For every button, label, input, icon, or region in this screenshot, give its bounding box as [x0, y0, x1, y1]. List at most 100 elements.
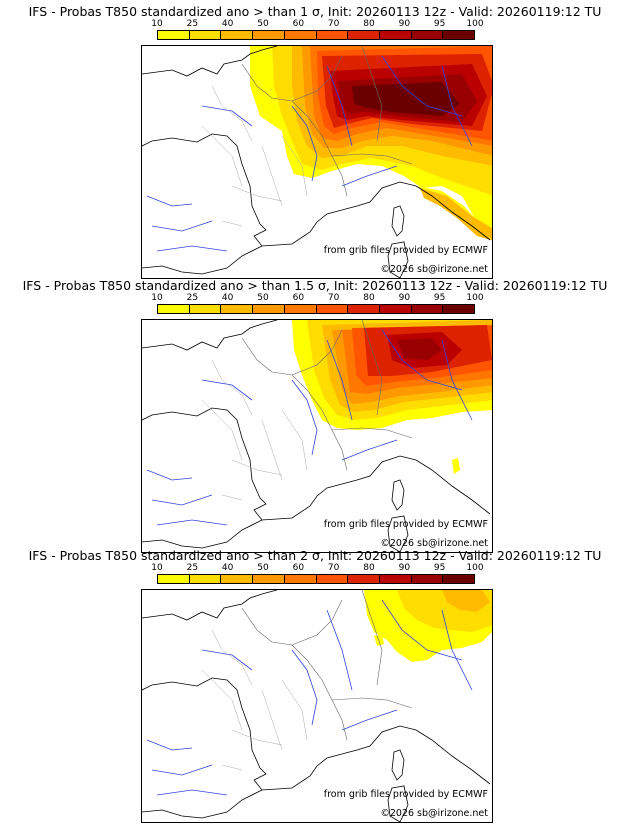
coastline-spain: [142, 789, 263, 819]
colorbar-swatch: [411, 31, 444, 39]
colorbar-tick-label: 90: [398, 563, 411, 573]
coastline: [142, 46, 491, 247]
colorbar-ticks: 10 25 40 50 60 70 80 90 95 100: [151, 293, 483, 303]
colorbar-tick-label: 90: [398, 293, 411, 303]
colorbar-swatch: [221, 31, 254, 39]
corsica-outline: [391, 749, 405, 781]
sardinia-outline: [387, 785, 409, 822]
colorbar-swatch: [189, 575, 222, 583]
source-note: from grib files provided by ECMWF: [323, 519, 488, 530]
colorbar-tick-label: 50: [257, 19, 269, 29]
copyright: ©2026 sb@irizone.net: [380, 538, 488, 549]
map-panel-2: IFS - Probas T850 standardized ano > tha…: [0, 278, 630, 554]
colorbar-tick-label: 100: [466, 293, 484, 303]
colorbar-legend: [157, 30, 475, 40]
colorbar-tick-label: 95: [433, 293, 446, 303]
colorbar-swatch: [253, 31, 285, 39]
colorbar-swatch: [443, 575, 475, 583]
colorbar-tick-label: 70: [327, 19, 340, 29]
prob-zone-10b: [374, 634, 384, 646]
colorbar-tick-label: 80: [363, 563, 375, 573]
colorbar-swatch: [316, 31, 349, 39]
panel-title: IFS - Probas T850 standardized ano > tha…: [28, 4, 602, 19]
colorbar-tick-label: 50: [257, 563, 269, 573]
probability-map[interactable]: from grib files provided by ECMWF ©2026 …: [141, 319, 493, 553]
source-note: from grib files provided by ECMWF: [323, 789, 488, 800]
sardinia-outline: [387, 241, 409, 278]
borders: [241, 590, 413, 741]
prob-zone-95: [397, 338, 442, 360]
map-canvas: [142, 590, 492, 822]
colorbar-tick-label: 95: [433, 563, 446, 573]
colorbar-swatch: [253, 575, 285, 583]
corsica-outline: [391, 479, 405, 511]
colorbar-ticks: 10 25 40 50 60 70 80 90 95 100: [151, 563, 483, 573]
colorbar-swatch: [221, 575, 254, 583]
regional-borders: [201, 85, 308, 227]
colorbar-tick-label: 60: [292, 293, 305, 303]
colorbar-swatch: [284, 31, 317, 39]
colorbar-swatch: [379, 31, 412, 39]
colorbar-swatch: [158, 31, 190, 39]
colorbar-tick-label: 100: [466, 563, 484, 573]
colorbar-swatch: [158, 305, 190, 313]
map-panel-1: IFS - Probas T850 standardized ano > tha…: [0, 4, 630, 280]
colorbar-tick-label: 60: [292, 19, 305, 29]
colorbar-tick-label: 25: [186, 563, 199, 573]
copyright: ©2026 sb@irizone.net: [380, 808, 488, 819]
colorbar-swatch: [348, 31, 380, 39]
colorbar-tick-label: 10: [151, 293, 163, 303]
borders: [241, 46, 413, 197]
colorbar-legend: [157, 304, 475, 314]
colorbar-swatch: [411, 305, 444, 313]
colorbar-swatch: [443, 305, 475, 313]
regional-borders: [201, 359, 308, 501]
probability-map[interactable]: from grib files provided by ECMWF ©2026 …: [141, 589, 493, 823]
colorbar-tick-label: 80: [363, 19, 375, 29]
map-canvas: [142, 320, 492, 552]
colorbar-swatch: [284, 575, 317, 583]
rivers: [146, 599, 473, 796]
colorbar-swatch: [158, 575, 190, 583]
colorbar-swatch: [189, 31, 222, 39]
colorbar-tick-label: 100: [466, 19, 484, 29]
sardinia-outline: [387, 515, 409, 552]
rivers: [146, 329, 473, 526]
prob-zone-40: [442, 590, 490, 612]
corsica-outline: [391, 205, 405, 237]
regional-borders: [201, 629, 308, 771]
coastline-spain: [142, 245, 263, 275]
colorbar-swatch: [189, 305, 222, 313]
map-panel-3: IFS - Probas T850 standardized ano > tha…: [0, 548, 630, 824]
colorbar-tick-label: 40: [221, 19, 234, 29]
probability-map[interactable]: from grib files provided by ECMWF ©2026 …: [141, 45, 493, 279]
colorbar-swatch: [284, 305, 317, 313]
rivers: [146, 55, 473, 252]
colorbar-swatch: [253, 305, 285, 313]
colorbar-swatch: [443, 31, 475, 39]
colorbar-ticks: 10 25 40 50 60 70 80 90 95 100: [151, 19, 483, 29]
colorbar-swatch: [316, 305, 349, 313]
colorbar-tick-label: 95: [433, 19, 446, 29]
colorbar-tick-label: 10: [151, 563, 163, 573]
coastline-spain: [142, 519, 263, 549]
colorbar-swatch: [348, 305, 380, 313]
panel-title: IFS - Probas T850 standardized ano > tha…: [22, 278, 608, 293]
coastline: [142, 320, 491, 521]
colorbar-swatch: [348, 575, 380, 583]
colorbar-tick-label: 40: [221, 563, 234, 573]
colorbar-tick-label: 80: [363, 293, 375, 303]
colorbar-tick-label: 70: [327, 293, 340, 303]
colorbar-tick-label: 90: [398, 19, 411, 29]
colorbar-tick-label: 25: [186, 19, 199, 29]
colorbar-tick-label: 10: [151, 19, 163, 29]
colorbar-legend: [157, 574, 475, 584]
source-note: from grib files provided by ECMWF: [323, 245, 488, 256]
coastline: [142, 590, 491, 791]
colorbar-tick-label: 70: [327, 563, 340, 573]
copyright: ©2026 sb@irizone.net: [380, 264, 488, 275]
prob-zone-italy: [452, 458, 460, 474]
colorbar-tick-label: 25: [186, 293, 199, 303]
map-canvas: [142, 46, 492, 278]
borders: [241, 320, 413, 471]
